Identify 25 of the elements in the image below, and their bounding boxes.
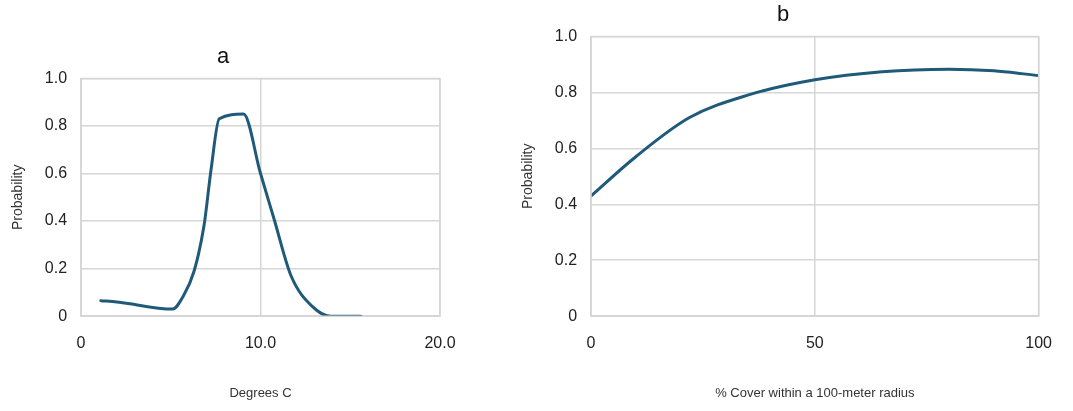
y-tick-label: 0.2 <box>44 259 68 277</box>
y-tick-label: 0.4 <box>554 194 578 212</box>
y-tick-label: 0.2 <box>554 250 578 268</box>
x-tick-label: 20.0 <box>424 334 456 352</box>
y-tick-label: 0 <box>58 306 68 324</box>
y-axis-title: Probability <box>519 143 536 209</box>
y-tick-label: 0.8 <box>44 116 68 134</box>
x-tick-label: 50 <box>805 334 824 352</box>
y-tick-label: 1.0 <box>44 68 68 86</box>
y-tick-label: 1.0 <box>554 26 578 44</box>
y-tick-label: 0.8 <box>554 82 578 100</box>
x-axis-title: % Cover within a 100-meter radius <box>715 384 916 400</box>
y-tick-label: 0 <box>568 306 578 324</box>
y-axis-title: Probability <box>9 164 26 230</box>
y-tick-label: 0.4 <box>44 211 68 229</box>
chart-title: b <box>776 1 790 27</box>
x-tick-label: 10.0 <box>244 334 277 352</box>
x-tick-label: 100 <box>1025 334 1053 352</box>
line-series <box>591 67 1039 198</box>
x-tick-label: 0 <box>586 334 596 352</box>
y-tick-label: 0.6 <box>554 138 578 156</box>
chart-title: a <box>216 43 230 69</box>
x-axis-title: Degrees C <box>229 384 292 400</box>
y-tick-label: 0.6 <box>44 163 68 181</box>
x-tick-label: 0 <box>76 334 86 352</box>
